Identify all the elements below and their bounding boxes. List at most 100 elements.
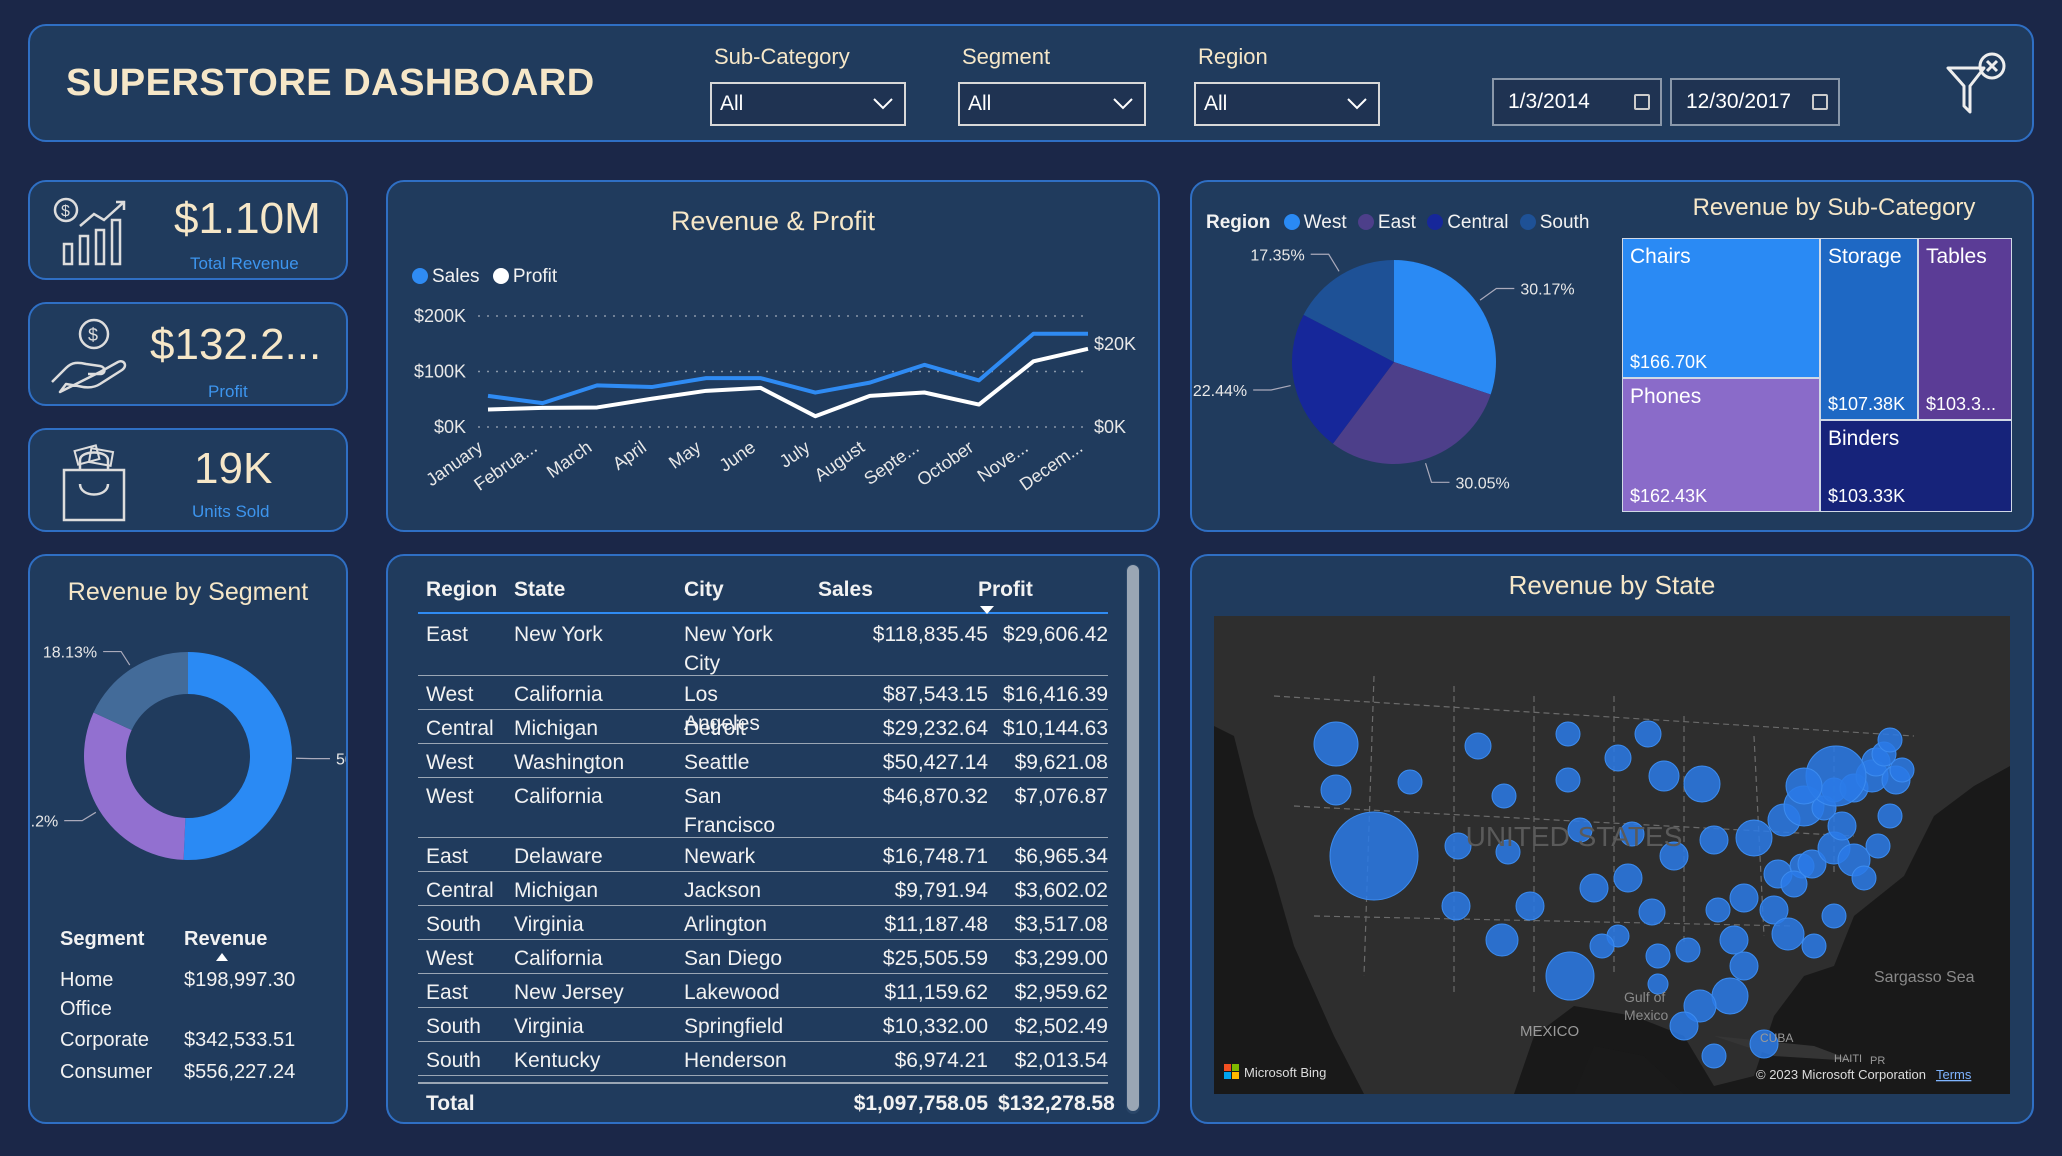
state-bubble[interactable] [1780,870,1808,898]
state-bubble[interactable] [1589,933,1615,959]
table-row[interactable]: East Delaware Newark $16,748.71 $6,965.34 [418,838,1108,872]
state-bubble[interactable] [1313,721,1359,767]
state-bubble[interactable] [1729,951,1759,981]
region-slice-west[interactable] [1394,260,1496,395]
table-row[interactable]: East New York New York City $118,835.45 $29,… [418,616,1108,676]
state-bubble[interactable] [1865,833,1891,859]
sales-line[interactable] [487,331,1088,406]
region-slice-central[interactable] [1292,314,1394,444]
state-bubble[interactable] [1638,898,1666,926]
segment-slice-corporate[interactable] [84,712,186,860]
state-bubble[interactable] [1647,973,1669,995]
col-header-sales[interactable]: Sales [818,578,873,601]
state-bubble[interactable] [1701,1043,1727,1069]
state-bubble[interactable] [1797,849,1827,879]
state-bubble[interactable] [1711,977,1749,1015]
treemap-cell-phones[interactable]: Phones $162.43K [1622,378,1820,512]
state-bubble[interactable] [1397,769,1423,795]
segment-row[interactable]: Consumer $556,227.24 [60,1058,340,1090]
segment-slice-home-office[interactable] [93,652,188,731]
region-slice-east[interactable] [1332,362,1491,464]
terms-link[interactable]: Terms [1936,1067,1972,1082]
state-bubble[interactable] [1495,839,1521,865]
treemap-cell-storage[interactable]: Storage $107.38K [1820,238,1918,420]
table-row[interactable]: South Virginia Arlington $11,187.48 $3,517.0… [418,906,1108,940]
table-row[interactable]: East New Jersey Lakewood $11,159.62 $2,959.6… [418,974,1108,1008]
segment-col-header[interactable]: Segment [60,928,145,950]
state-bubble[interactable] [1827,811,1857,841]
state-bubble[interactable] [1749,1029,1779,1059]
state-bubble[interactable] [1877,727,1903,753]
state-bubble[interactable] [1619,821,1645,847]
state-bubble[interactable] [1729,883,1759,913]
table-row[interactable]: Central Michigan Detroit $29,232.64 $10,144.… [418,710,1108,744]
state-bubble[interactable] [1515,891,1545,921]
segment-row[interactable]: Home Office $198,997.30 [60,966,340,1026]
state-bubble[interactable] [1851,865,1877,891]
region-slice-south[interactable] [1303,260,1394,362]
state-bubble[interactable] [1699,825,1729,855]
state-bubble[interactable] [1877,803,1903,829]
state-bubble[interactable] [1320,774,1352,806]
subcategory-dropdown[interactable]: All [710,82,906,126]
state-bubble[interactable] [1735,819,1773,857]
state-bubble[interactable] [1604,744,1632,772]
state-bubble[interactable] [1634,720,1662,748]
state-bubble[interactable] [1648,760,1680,792]
state-bubble[interactable] [1683,765,1721,803]
state-bubble[interactable] [1719,925,1749,955]
treemap-cell-binders[interactable]: Binders $103.33K [1820,420,2012,512]
state-bubble[interactable] [1567,817,1593,843]
calendar-icon[interactable] [1634,94,1650,110]
state-bubble[interactable] [1669,1011,1699,1041]
calendar-icon[interactable] [1812,94,1828,110]
segment-row[interactable]: Corporate $342,533.51 [60,1026,340,1058]
segment-slice-consumer[interactable] [183,652,292,860]
start-date-input[interactable]: 1/3/2014 [1492,78,1662,126]
col-header-state[interactable]: State [514,578,566,601]
col-header-profit[interactable]: Profit [978,578,1033,601]
state-bubble[interactable] [1801,933,1827,959]
state-bubble[interactable] [1555,767,1581,793]
region-dropdown[interactable]: All [1194,82,1380,126]
state-bubble[interactable] [1555,721,1581,747]
segment-dropdown[interactable]: All [958,82,1146,126]
state-bubble[interactable] [1613,863,1643,893]
state-bubble[interactable] [1821,903,1847,929]
table-row[interactable]: Central Michigan Jackson $9,791.94 $3,602.02 [418,872,1108,906]
state-bubble[interactable] [1785,767,1823,805]
end-date-input[interactable]: 12/30/2017 [1670,78,1840,126]
state-bubble[interactable] [1771,917,1805,951]
state-bubble[interactable] [1579,873,1609,903]
filter-clear-icon[interactable] [1942,48,2014,120]
filter-label-subcategory: Sub-Category [714,44,850,69]
state-bubble[interactable] [1889,757,1915,783]
state-bubble[interactable] [1645,943,1671,969]
revenue-col-header[interactable]: Revenue [184,928,268,950]
table-row[interactable]: West California Los Angeles $87,543.15 $16,4… [418,676,1108,735]
col-header-city[interactable]: City [684,578,724,601]
state-bubble[interactable] [1464,732,1492,760]
treemap-cell-tables[interactable]: Tables $103.3... [1918,238,2012,420]
state-bubble[interactable] [1329,811,1419,901]
state-bubble[interactable] [1759,895,1789,925]
col-header-region[interactable]: Region [426,578,498,601]
table-scrollbar[interactable] [1126,564,1140,1114]
state-bubble[interactable] [1491,783,1517,809]
table-row[interactable]: West California San Diego $25,505.59 $3,299.… [418,940,1108,974]
treemap-cell-chairs[interactable]: Chairs $166.70K [1622,238,1820,378]
table-row[interactable]: South Virginia Springfield $10,332.00 $2,502… [418,1008,1108,1042]
state-bubble[interactable] [1675,937,1701,963]
scrollbar-thumb[interactable] [1127,565,1139,1111]
state-bubble[interactable] [1659,841,1689,871]
table-row[interactable]: West California San Francisco $46,870.32 $7,… [418,778,1108,838]
state-bubble-map[interactable]: UNITED STATES MEXICO Gulf of Mexico Sargasso… [1214,616,2010,1094]
table-row[interactable]: South Kentucky Henderson $6,974.21 $2,013.54 [418,1042,1108,1076]
state-bubble[interactable] [1705,897,1731,923]
state-bubble[interactable] [1545,951,1595,1001]
state-bubble[interactable] [1444,832,1472,860]
profit-line[interactable] [487,346,1089,419]
table-row[interactable]: West Washington Seattle $50,427.14 $9,621.08 [418,744,1108,778]
state-bubble[interactable] [1441,891,1471,921]
state-bubble[interactable] [1485,923,1519,957]
